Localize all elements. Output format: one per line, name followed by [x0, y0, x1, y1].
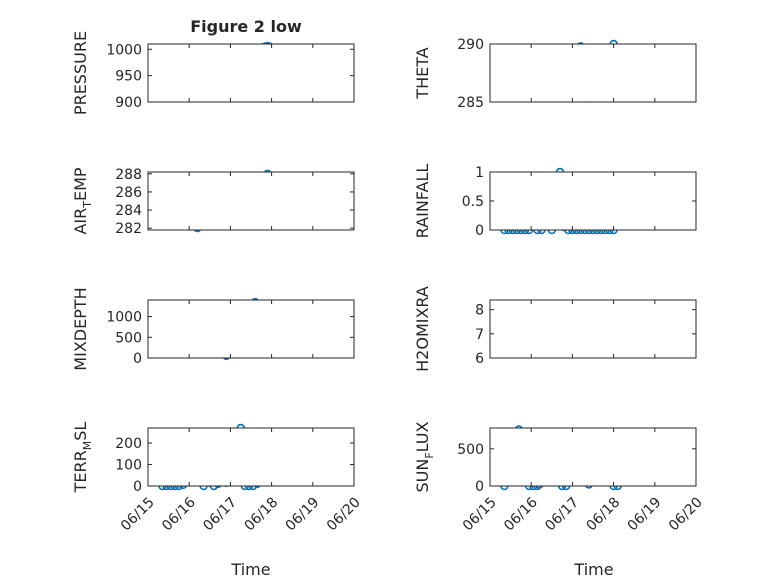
x-tick-label: 06/18: [242, 494, 282, 534]
y-tick-label: 6: [475, 351, 484, 367]
x-tick-label: 06/16: [159, 494, 199, 534]
y-tick-label: 0.5: [462, 194, 484, 210]
y-axis-label: SUNFLUX: [413, 421, 436, 492]
y-tick-label: 100: [115, 458, 142, 474]
x-axis-label-left: Time: [230, 560, 270, 579]
y-tick-label: 0: [133, 479, 142, 495]
subplot-mixdepth: 0 500 1000 MIXDEPTH: [71, 287, 355, 371]
y-tick-label: 288: [115, 167, 142, 183]
y-tick-label: 286: [115, 185, 142, 201]
subplot-terr-msl: 0 100 200 06/15 06/16 06/17 06/18 06/19 06/20 TER…: [71, 422, 364, 535]
y-axis-label: AIRTEMP: [71, 167, 94, 234]
x-tick-label: 06/19: [625, 494, 665, 534]
y-tick-label: 282: [115, 221, 142, 237]
x-tick-label: 06/18: [584, 494, 624, 534]
x-tick-label: 06/20: [666, 494, 706, 534]
y-tick-label: 200: [115, 436, 142, 452]
axes-frame: [489, 43, 697, 103]
subplot-h2omixra: 6 7 8 H2OMIXRA: [413, 286, 697, 372]
y-tick-label: 0: [475, 479, 484, 495]
x-tick-label: 06/16: [501, 494, 541, 534]
subplot-theta: 285 290 THETA: [413, 37, 697, 111]
y-tick-label: 500: [457, 442, 484, 458]
subplot-sun-flux: 0 500 06/15 06/16 06/17 06/18 06/19 06/20 SUNFLU…: [413, 421, 706, 534]
y-axis-label: PRESSURE: [71, 31, 90, 115]
axes-frame: [489, 299, 697, 359]
y-tick-label: 7: [475, 327, 484, 343]
x-tick-label: 06/17: [542, 494, 582, 534]
y-tick-label: 500: [115, 330, 142, 346]
y-tick-label: 900: [115, 95, 142, 111]
y-tick-label: 285: [457, 95, 484, 111]
y-tick-label: 950: [115, 69, 142, 85]
subplot-air-temp: 282 284 286 288 AIRTEMP: [71, 167, 355, 237]
x-axis-label-right: Time: [573, 560, 613, 579]
axes-frame: [489, 171, 697, 231]
y-axis-label: RAINFALL: [413, 164, 432, 239]
x-tick-label: 06/19: [283, 494, 323, 534]
axes-frame: [147, 171, 355, 231]
y-axis-label: THETA: [413, 47, 432, 99]
y-tick-label: 1000: [106, 42, 142, 58]
subplot-rainfall: 0 0.5 1 RAINFALL: [413, 164, 697, 239]
y-tick-label: 8: [475, 303, 484, 319]
y-tick-label: 290: [457, 37, 484, 53]
subplot-pressure: 900 950 1000 PRESSURE: [71, 31, 355, 115]
axes-frame: [489, 427, 697, 487]
y-axis-label: MIXDEPTH: [71, 287, 90, 370]
y-axis-label: H2OMIXRA: [413, 286, 432, 372]
axes-frame: [147, 43, 355, 103]
x-tick-label: 06/15: [118, 494, 158, 534]
y-tick-label: 0: [133, 351, 142, 367]
axes-frame: [147, 427, 355, 487]
y-tick-label: 1: [475, 165, 484, 181]
axes-frame: [147, 299, 355, 359]
x-tick-label: 06/15: [460, 494, 500, 534]
y-tick-label: 284: [115, 203, 142, 219]
x-tick-label: 06/20: [324, 494, 364, 534]
y-tick-label: 0: [475, 223, 484, 239]
y-tick-label: 1000: [106, 310, 142, 326]
y-axis-label: TERRMSL: [71, 422, 94, 494]
x-tick-label: 06/17: [200, 494, 240, 534]
figure-title: Figure 2 low: [190, 17, 302, 36]
